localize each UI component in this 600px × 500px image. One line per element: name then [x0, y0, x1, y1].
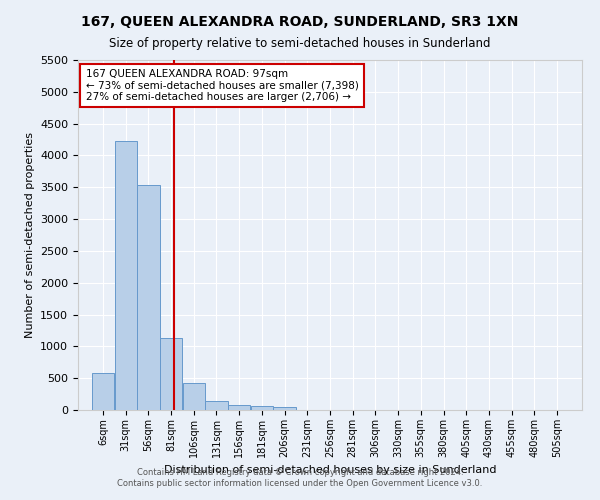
Bar — [137, 186, 160, 410]
Text: 167 QUEEN ALEXANDRA ROAD: 97sqm
← 73% of semi-detached houses are smaller (7,398: 167 QUEEN ALEXANDRA ROAD: 97sqm ← 73% of… — [86, 69, 358, 102]
Bar — [182, 384, 205, 410]
Bar — [274, 406, 296, 410]
Bar — [251, 406, 273, 410]
Text: Contains HM Land Registry data © Crown copyright and database right 2024.
Contai: Contains HM Land Registry data © Crown c… — [118, 468, 482, 487]
Text: Size of property relative to semi-detached houses in Sunderland: Size of property relative to semi-detach… — [109, 38, 491, 51]
Bar — [160, 338, 182, 410]
Bar — [228, 405, 250, 410]
Bar — [92, 373, 114, 410]
Y-axis label: Number of semi-detached properties: Number of semi-detached properties — [25, 132, 35, 338]
X-axis label: Distribution of semi-detached houses by size in Sunderland: Distribution of semi-detached houses by … — [164, 466, 496, 475]
Text: 167, QUEEN ALEXANDRA ROAD, SUNDERLAND, SR3 1XN: 167, QUEEN ALEXANDRA ROAD, SUNDERLAND, S… — [82, 15, 518, 29]
Bar — [205, 401, 227, 410]
Bar — [115, 141, 137, 410]
